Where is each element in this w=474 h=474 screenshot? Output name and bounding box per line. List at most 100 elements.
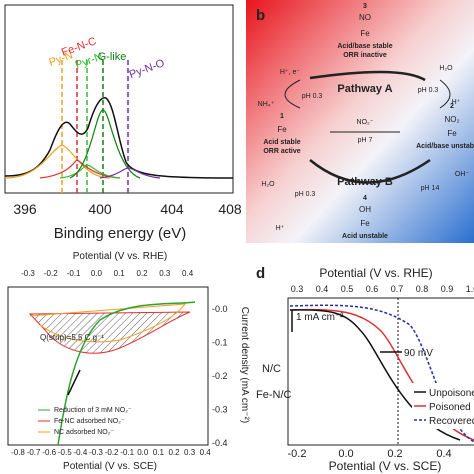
metal: Fe xyxy=(277,125,287,134)
side-label: pH 0.3 xyxy=(302,93,323,100)
state: Acid/base stable xyxy=(337,43,392,50)
axis-title: Potential (V vs. SCE) xyxy=(329,459,442,473)
panel-d: d Potential (V vs. RHE) 0.3 0.4 0.5 0.6 0.7 0… xyxy=(256,265,474,473)
tick-label: -0.7 xyxy=(27,448,41,457)
state: Acid/base unstable xyxy=(416,143,474,150)
frame xyxy=(7,286,209,446)
tick-label: -0.5 xyxy=(58,448,72,457)
tick-label: 0.9 xyxy=(441,284,454,294)
side-label: NH₄⁺ xyxy=(258,101,275,108)
ph: pH 7 xyxy=(358,137,373,144)
side-label: H₂O xyxy=(439,65,453,72)
tick-label: 1.0 xyxy=(466,284,474,294)
curve-label: N/C xyxy=(262,363,281,375)
tick-label: 0.4 xyxy=(200,448,212,457)
reagent: NO₂⁻ xyxy=(357,119,374,126)
state: Acid stable xyxy=(263,139,300,146)
panel-b: b 3 NO Fe Acid/base stable ORR inactive … xyxy=(246,0,474,243)
panel-label: d xyxy=(256,265,265,282)
tick-label: 408 xyxy=(218,201,242,217)
tick-label: 400 xyxy=(88,201,112,217)
metal: Fe xyxy=(447,129,457,138)
curve-label: Fe-N/C xyxy=(256,389,292,401)
tick-label: 0.4 xyxy=(436,448,451,460)
tick-label: 0.6 xyxy=(366,284,379,294)
tick-label: 0.3 xyxy=(159,269,171,278)
curve xyxy=(29,303,187,343)
tick-label: 0.4 xyxy=(182,269,194,278)
panel-c: Potential (V vs. RHE) -0.3 -0.2 -0.1 0.0 0.1… xyxy=(7,251,250,472)
fit xyxy=(39,159,121,179)
tick-label: 0.8 xyxy=(416,284,429,294)
axis-title: Current density (mA cm⁻²) xyxy=(239,307,250,423)
ligand: NO₂ xyxy=(444,115,459,124)
peak-label: Py-N-O xyxy=(128,57,167,81)
hatched-area xyxy=(28,311,191,354)
side-label: pH 0.3 xyxy=(418,87,439,94)
activity: ORR active xyxy=(263,148,300,155)
legend-entry: Unpoisoned xyxy=(429,388,474,399)
frame xyxy=(287,297,474,446)
axis-title: Potential (V vs. RHE) xyxy=(73,251,167,262)
x-ticks: 396 400 404 408 xyxy=(13,201,242,217)
shift-label: 90 mV xyxy=(404,348,433,359)
number: 2 xyxy=(450,103,454,110)
tick-label: 0.5 xyxy=(341,284,354,294)
side-label: pH 14 xyxy=(421,185,440,192)
tick-label: -0.3 xyxy=(212,405,228,415)
side-label: H⁺ xyxy=(276,225,285,232)
arrows xyxy=(284,70,451,184)
tick-label: -0.6 xyxy=(42,448,56,457)
fit xyxy=(99,167,161,179)
fit xyxy=(59,164,121,179)
tick-label: -0.8 xyxy=(11,448,25,457)
side-label: H₂O xyxy=(261,181,275,188)
scale-bar-label: 1 mA cm⁻² xyxy=(296,312,344,323)
side-label: OH⁻ xyxy=(455,171,470,178)
tick-label: -0.2 xyxy=(105,448,119,457)
tick-label: 0.0 xyxy=(338,448,353,460)
number: 4 xyxy=(363,195,367,202)
tick-label: 0.7 xyxy=(391,284,404,294)
axis-title: Binding energy (eV) xyxy=(54,225,187,242)
side-label: H⁺, e⁻ xyxy=(280,69,301,76)
tick-label: -0.0 xyxy=(212,304,228,314)
curve xyxy=(57,301,196,446)
tick-label: 404 xyxy=(160,201,184,217)
activity: ORR inactive xyxy=(343,52,387,59)
legend-entry: NC adsorbed NO₂⁻ xyxy=(54,429,114,436)
peak-label: G-like xyxy=(98,51,127,63)
tick-label: -0.2 xyxy=(212,371,228,381)
legend-entry: Recovered xyxy=(429,416,474,427)
axis-title: Potential (V vs. SCE) xyxy=(63,461,157,472)
tick-label: 0.3 xyxy=(291,284,304,294)
tick-label: 0.1 xyxy=(114,269,126,278)
fit xyxy=(69,109,141,179)
tick-label: 0.1 xyxy=(153,448,165,457)
annotation: Q(strip)=5.5 C g⁻¹ xyxy=(40,333,104,342)
panel-a: Py-N Fe-N-C Pyr-N G-like Py-N-O 396 400 … xyxy=(4,4,242,242)
ligand: NO xyxy=(359,13,371,22)
side-label: H⁺ xyxy=(452,99,461,106)
tick-label: 0.4 xyxy=(316,284,329,294)
tick-label: 0.2 xyxy=(387,448,402,460)
ligand: OH xyxy=(359,205,371,214)
tick-label: -0.3 xyxy=(21,269,35,278)
tick-label: -0.1 xyxy=(120,448,134,457)
tick-label: -0.3 xyxy=(89,448,103,457)
tick-label: -0.4 xyxy=(212,438,228,448)
side-label: pH 0.3 xyxy=(295,191,316,198)
fit xyxy=(4,144,111,179)
frame xyxy=(4,4,234,194)
tick-label: 0.2 xyxy=(168,448,180,457)
peak-lines xyxy=(61,60,129,193)
arrow xyxy=(67,369,81,396)
legend-entry: Reduction of 3 mM NO₂⁻ xyxy=(54,407,132,414)
tick-label: 0.2 xyxy=(136,269,148,278)
metal: Fe xyxy=(360,29,370,38)
state: Acid unstable xyxy=(342,233,388,240)
tick-label: 0.0 xyxy=(91,269,103,278)
tick-label: -0.2 xyxy=(288,448,307,460)
panel-label: b xyxy=(256,7,265,24)
